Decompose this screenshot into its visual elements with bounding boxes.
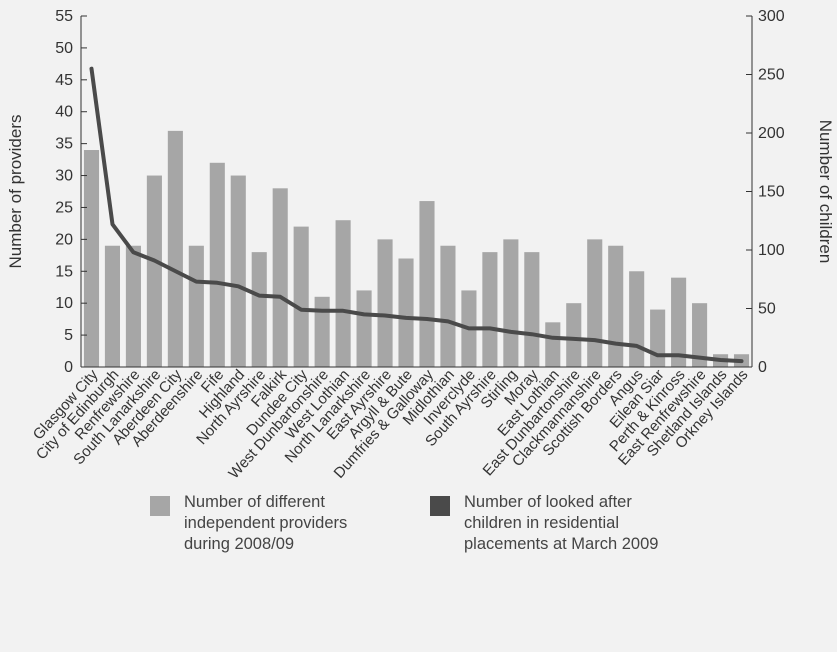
bar	[167, 130, 183, 367]
bar	[209, 162, 225, 367]
y2-tick-label: 0	[758, 359, 767, 376]
legend-label-children: Number of looked after children in resid…	[464, 493, 659, 553]
bar	[125, 245, 141, 367]
bar	[293, 226, 309, 367]
bar	[356, 290, 372, 367]
bar	[377, 239, 393, 367]
y-tick-label: 35	[55, 136, 73, 153]
legend-swatch-bar	[150, 496, 170, 516]
bar	[587, 239, 603, 367]
bar	[230, 175, 246, 367]
y2-tick-label: 100	[758, 242, 785, 259]
legend: Number of different independent provider…	[0, 492, 837, 642]
y2-tick-label: 150	[758, 184, 785, 201]
bar	[545, 322, 561, 367]
y2-tick-label: 300	[758, 8, 785, 25]
bar	[566, 303, 582, 367]
bar	[83, 150, 100, 367]
children-line	[89, 66, 744, 364]
bar	[650, 309, 666, 367]
line-series	[89, 66, 744, 364]
bar	[272, 188, 288, 367]
y-tick-label: 15	[55, 263, 73, 280]
y2-tick-label: 50	[758, 301, 776, 318]
bar	[608, 245, 624, 367]
bar	[314, 296, 330, 367]
y-tick-label: 0	[64, 359, 73, 376]
y2-tick-label: 200	[758, 125, 785, 142]
bar	[335, 220, 351, 367]
y-tick-label: 50	[55, 40, 73, 57]
bar	[104, 245, 121, 367]
bar	[188, 245, 204, 367]
bar	[503, 239, 519, 367]
bar	[251, 252, 267, 367]
bar	[671, 277, 687, 367]
y-tick-label: 20	[55, 231, 73, 248]
y-tick-label: 25	[55, 199, 73, 216]
y2-tick-label: 250	[758, 67, 785, 84]
legend-item-children: Number of looked after children in resid…	[430, 492, 674, 555]
legend-item-providers: Number of different independent provider…	[150, 492, 394, 555]
bar	[629, 271, 645, 367]
y-axis-title: Number of providers	[6, 114, 25, 268]
legend-swatch-line	[430, 496, 450, 516]
legend-label-providers: Number of different independent provider…	[184, 493, 348, 553]
bar	[692, 303, 708, 367]
y-tick-label: 55	[55, 8, 73, 25]
y-tick-label: 45	[55, 72, 73, 89]
y-tick-label: 30	[55, 168, 73, 185]
bar-series	[83, 130, 750, 367]
y-tick-label: 10	[55, 295, 73, 312]
axes	[80, 15, 753, 368]
bar	[524, 252, 540, 367]
bar	[419, 201, 435, 367]
y-tick-label: 5	[64, 327, 73, 344]
bar	[482, 252, 498, 367]
chart: 0 5 10 15 20 25 30 35 40 45 50 55 0 50 100 150 200 250 300…	[6, 8, 835, 482]
tick-labels: 0 5 10 15 20 25 30 35 40 45 50 55 0 50 100 150 200 250 300	[55, 8, 785, 376]
y-tick-label: 40	[55, 104, 73, 121]
bar	[440, 245, 456, 367]
y2-axis-title: Number of children	[816, 120, 835, 264]
bar	[398, 258, 414, 367]
bar	[146, 175, 162, 367]
